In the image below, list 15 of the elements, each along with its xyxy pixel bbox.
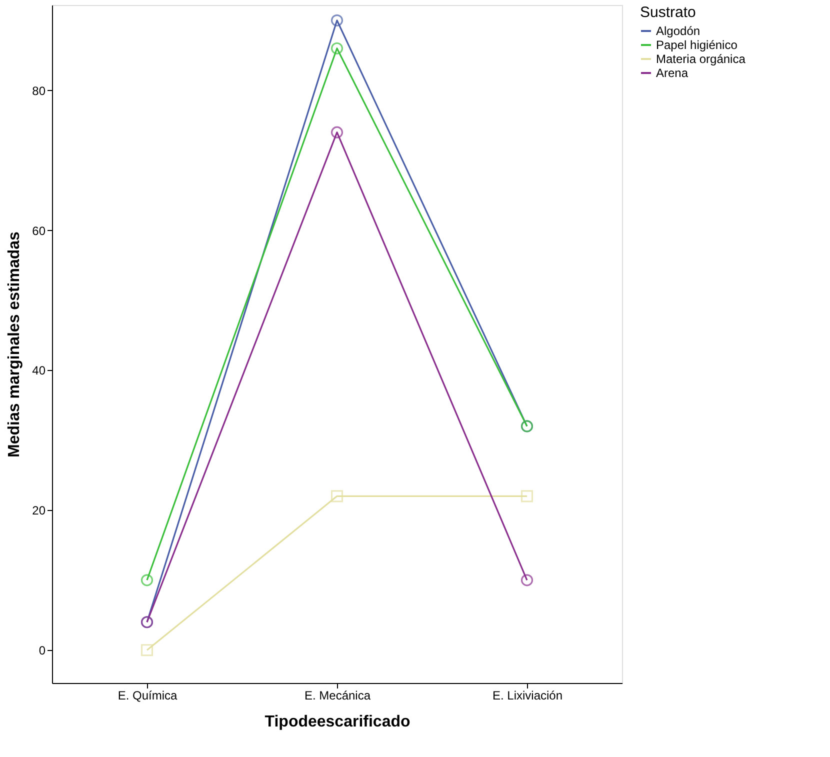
y-axis-title: Medias marginales estimadas (6, 231, 24, 458)
legend-label: Materia orgánica (656, 52, 746, 66)
x-tick-label: E. Mecánica (304, 688, 371, 702)
legend-label: Algodón (656, 24, 700, 38)
y-tick-label: 20 (32, 504, 46, 518)
x-axis-title: Tipodeescarificado (264, 714, 410, 730)
legend-title: Sustrato (640, 4, 696, 21)
y-tick-label: 60 (32, 224, 46, 238)
legend-label: Arena (656, 66, 688, 80)
x-tick-label: E. Lixiviación (492, 688, 563, 702)
legend-label: Papel higiénico (656, 38, 738, 52)
y-tick-label: 40 (32, 364, 46, 378)
x-tick-label: E. Química (118, 688, 178, 702)
y-tick-label: 0 (38, 644, 46, 658)
y-tick-label: 80 (32, 84, 46, 98)
